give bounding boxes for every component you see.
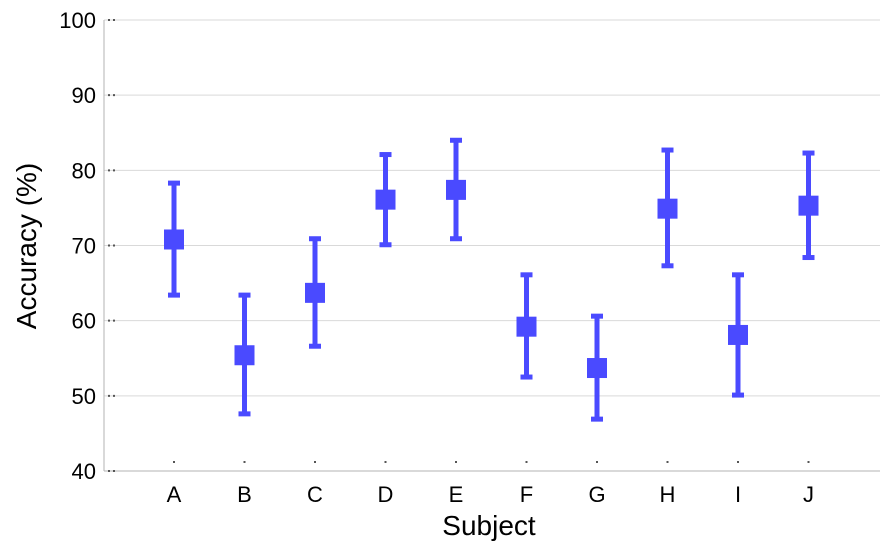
data-point-E [446, 137, 466, 242]
x-tick-labels: A B C D E F G H I J [167, 461, 814, 507]
data-point-H [657, 147, 678, 269]
x-tick-label: I [735, 482, 741, 507]
y-tick-label: 60 [72, 309, 96, 334]
y-tick-label: 80 [72, 158, 96, 183]
x-tick-label: E [449, 482, 464, 507]
x-tick-label: F [520, 482, 533, 507]
data-marker [164, 229, 184, 250]
data-point-C [305, 236, 325, 349]
y-tick-labels: 40 50 60 70 80 90 100 [59, 8, 116, 484]
y-tick-label: 50 [72, 384, 96, 409]
x-tick-label: H [660, 482, 676, 507]
x-axis-title: Subject [442, 510, 536, 541]
data-marker [234, 345, 255, 366]
data-marker [798, 195, 819, 216]
y-tick-label: 100 [59, 8, 96, 33]
x-tick-label: A [167, 482, 182, 507]
data-point-G [587, 313, 607, 422]
data-marker [587, 358, 607, 379]
data-marker [375, 189, 396, 210]
data-marker [305, 282, 325, 303]
data-marker [657, 198, 678, 219]
data-marker [728, 324, 748, 345]
data-points [164, 137, 819, 422]
x-tick-label: D [378, 482, 394, 507]
y-tick-label: 40 [72, 459, 96, 484]
data-marker [446, 179, 466, 200]
data-point-D [375, 152, 396, 248]
data-marker [516, 316, 537, 337]
x-tick-label: J [803, 482, 814, 507]
y-axis-title: Accuracy (%) [11, 163, 42, 329]
x-tick-label: B [237, 482, 252, 507]
x-tick-label: C [307, 482, 323, 507]
y-tick-label: 70 [72, 234, 96, 259]
data-point-F [516, 272, 537, 380]
y-tick-label: 90 [72, 83, 96, 108]
data-point-A [164, 180, 184, 298]
grid-lines [104, 19, 880, 397]
data-point-J [798, 150, 819, 261]
x-tick-label: G [588, 482, 605, 507]
data-point-I [728, 272, 748, 398]
data-point-B [234, 292, 255, 417]
